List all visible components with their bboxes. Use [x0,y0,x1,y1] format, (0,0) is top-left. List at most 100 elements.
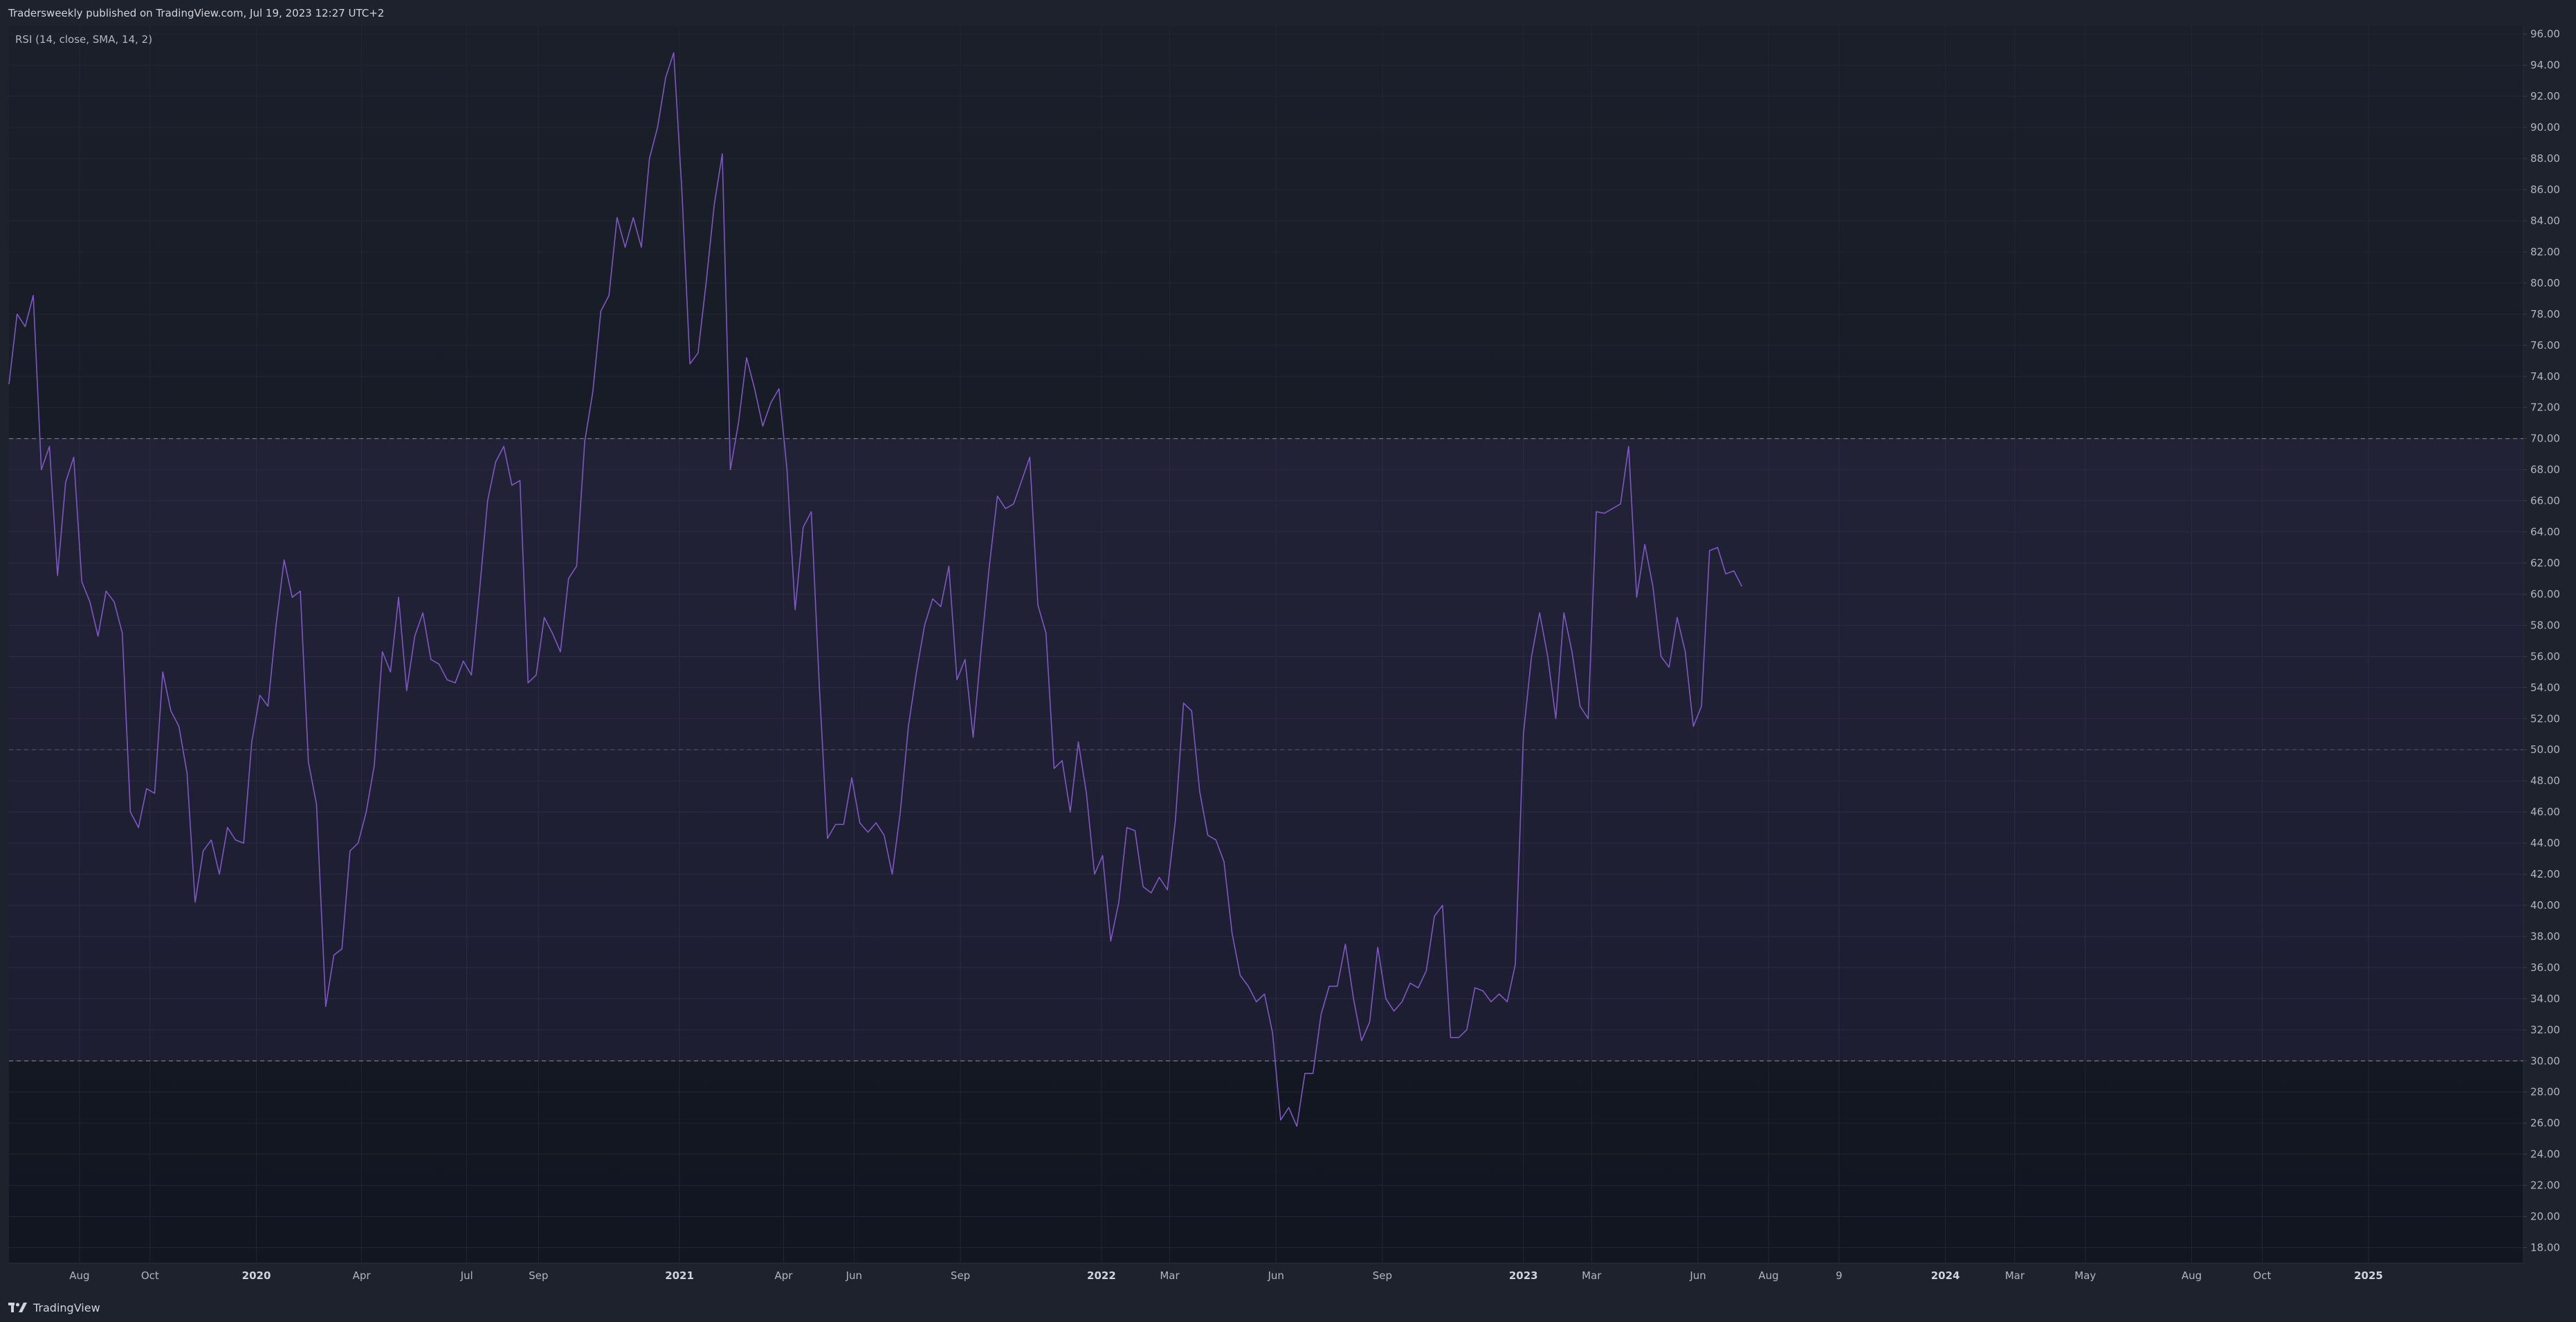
rsi-data-point [422,612,424,614]
rsi-data-point [1069,811,1071,813]
rsi-data-point [859,822,861,824]
rsi-data-point [1045,632,1047,634]
rsi-data-point [1279,1119,1281,1121]
rsi-data-point [1563,612,1565,614]
rsi-data-point [8,383,10,385]
rsi-data-point [819,687,821,689]
rsi-data-point [576,565,578,567]
rsi-data-point [24,325,26,327]
rsi-data-point [738,422,740,424]
rsi-data-point [1409,982,1412,984]
price-axis-label: 58.00 [2530,619,2560,631]
rsi-data-point [753,388,756,390]
indicator-legend[interactable]: RSI (14, close, SMA, 14, 2) [15,33,152,46]
rsi-data-point [810,511,812,513]
rsi-data-point [1596,511,1598,513]
rsi-data-point [648,158,650,160]
price-axis-label: 80.00 [2530,277,2560,289]
rsi-data-point [1158,876,1160,878]
price-axis-label: 22.00 [2530,1179,2560,1192]
rsi-data-point [915,671,917,673]
rsi-data-point [608,294,610,296]
time-axis-label: May [2074,1269,2096,1282]
rsi-data-point [729,469,731,471]
rsi-data-point [1102,855,1104,857]
rsi-data-point [1304,1072,1306,1074]
rsi-data-point [948,565,950,567]
price-axis-label: 72.00 [2530,401,2560,414]
rsi-data-point [1465,1029,1468,1031]
tradingview-brand[interactable]: TradingView [8,1301,100,1314]
rsi-data-point [1385,997,1387,999]
rsi-data-point [1515,963,1517,966]
rsi-data-point [1579,705,1581,707]
time-axis-label: Aug [2182,1269,2202,1282]
rsi-data-point [559,651,561,653]
price-axis-label: 32.00 [2530,1024,2560,1036]
time-axis-label: Jun [1689,1269,1706,1282]
time-axis[interactable]: Aug Oct 2020 Apr Jul Sep 2021 Apr Jun Sep 2022 Mar J… [69,1269,2383,1282]
rsi-data-point [786,469,788,471]
price-axis-label: 34.00 [2530,993,2560,1005]
rsi-data-point [778,388,780,390]
rsi-series-line [8,52,1743,1127]
time-axis-label: Jun [1267,1269,1284,1282]
price-axis-label: 70.00 [2530,433,2560,445]
rsi-data-point [57,574,59,577]
rsi-data-point [624,246,626,248]
rsi-data-point [843,824,845,826]
rsi-data-point [1255,1001,1257,1003]
price-axis-label: 86.00 [2530,183,2560,196]
rsi-data-point [1353,997,1355,999]
rsi-data-point [1336,985,1338,987]
rsi-data-point [834,824,837,826]
rsi-data-point [1708,550,1710,552]
rsi-data-point [307,761,309,763]
rsi-data-point [300,590,302,592]
rsi-data-point [705,282,707,284]
rsi-data-point [349,850,351,852]
tradingview-brand-name: TradingView [33,1301,100,1314]
rsi-data-point [1231,932,1233,934]
rsi-data-point [640,246,642,248]
rsi-data-point [1482,990,1484,992]
rsi-data-point [551,632,554,634]
rsi-data-point [365,811,367,813]
rsi-data-point [762,425,764,427]
tradingview-logo-icon [8,1303,27,1312]
rsi-data-point [138,826,140,828]
time-axis-label: Sep [1373,1269,1392,1282]
time-axis-label: Mar [1582,1269,1602,1282]
rsi-data-point [1717,547,1719,549]
rsi-data-point [1555,718,1557,720]
price-axis-label: 96.00 [2530,28,2560,40]
rsi-data-point [333,954,335,956]
rsi-data-point [1223,861,1225,863]
rsi-data-point [519,480,521,482]
rsi-data-point [511,485,513,487]
rsi-data-point [405,689,408,691]
time-axis-label: Mar [2005,1269,2025,1282]
rsi-data-point [1490,1001,1492,1003]
rsi-data-point [1093,873,1095,876]
rsi-data-point [430,658,432,660]
rsi-band-lines [9,438,2523,1062]
rsi-data-point [316,803,318,805]
rsi-data-point [170,710,172,712]
publish-info-bar: Tradersweekly published on TradingView.c… [0,0,2576,26]
rsi-data-point [527,682,529,684]
rsi-data-point [1215,839,1217,841]
rsi-data-point [1393,1010,1395,1012]
rsi-data-point [235,839,237,841]
rsi-data-point [770,401,772,404]
rsi-data-point [243,842,245,844]
rsi-data-point [381,651,383,653]
price-axis-label: 28.00 [2530,1086,2560,1098]
rsi-data-point [1660,655,1662,658]
rsi-data-point [259,694,261,696]
rsi-data-point [275,624,277,626]
price-axis[interactable]: 18.00 20.00 22.00 24.00 26.00 28.00 30.00 32.00… [2523,28,2560,1254]
rsi-data-point [1320,1013,1322,1015]
